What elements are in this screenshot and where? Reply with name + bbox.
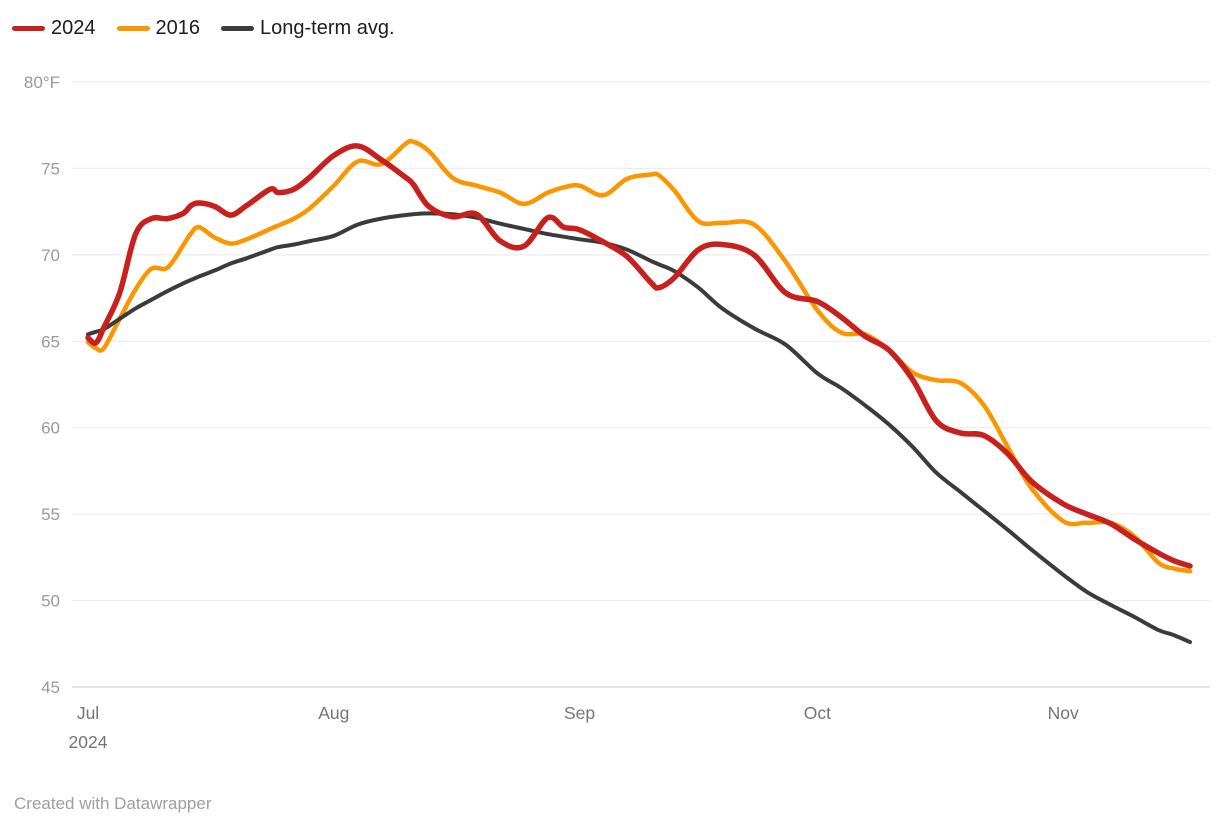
y-tick-label: 65 bbox=[41, 332, 60, 351]
legend-swatch-2016 bbox=[116, 26, 150, 31]
series-line-2024 bbox=[85, 143, 1193, 569]
legend-item-longterm-avg: Long-term avg. bbox=[221, 17, 395, 40]
y-tick-label: 80°F bbox=[24, 73, 60, 92]
legend-swatch-longterm-avg bbox=[221, 26, 254, 31]
y-tick-label: 45 bbox=[41, 678, 60, 697]
x-tick-label: Aug bbox=[318, 703, 349, 723]
attribution-text: Created with Datawrapper bbox=[14, 794, 212, 813]
y-tick-label: 60 bbox=[41, 419, 60, 438]
legend-label-longterm-avg: Long-term avg. bbox=[260, 17, 395, 39]
legend-label-2016: 2016 bbox=[155, 17, 201, 39]
legend-swatch-2024 bbox=[12, 26, 45, 31]
y-tick-label: 55 bbox=[41, 505, 60, 524]
legend-item-2016: 2016 bbox=[116, 17, 201, 40]
y-tick-label: 70 bbox=[41, 246, 60, 265]
y-tick-label: 75 bbox=[41, 159, 60, 178]
legend-item-2024: 2024 bbox=[12, 17, 96, 40]
series-line-2016 bbox=[85, 138, 1193, 574]
x-tick-label: Sep bbox=[564, 703, 595, 723]
x-tick-label: Nov bbox=[1048, 703, 1079, 723]
x-tick-label: Jul bbox=[77, 703, 99, 723]
legend: 2024 2016 Long-term avg. bbox=[12, 17, 395, 40]
x-tick-year-label: 2024 bbox=[69, 732, 108, 752]
series-line-long-term-avg- bbox=[86, 211, 1192, 645]
y-tick-label: 50 bbox=[41, 592, 60, 611]
legend-label-2024: 2024 bbox=[51, 17, 96, 39]
x-tick-label: Oct bbox=[804, 703, 831, 723]
